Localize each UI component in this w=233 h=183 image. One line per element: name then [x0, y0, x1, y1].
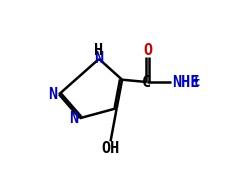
Text: N: N — [48, 87, 57, 102]
Text: C: C — [142, 74, 151, 89]
Text: N: N — [94, 51, 104, 66]
Text: N: N — [69, 111, 78, 126]
Text: NHE: NHE — [172, 74, 199, 89]
Text: t: t — [192, 76, 200, 89]
Text: OH: OH — [101, 141, 120, 156]
Text: O: O — [143, 43, 152, 58]
Text: H: H — [94, 43, 104, 58]
